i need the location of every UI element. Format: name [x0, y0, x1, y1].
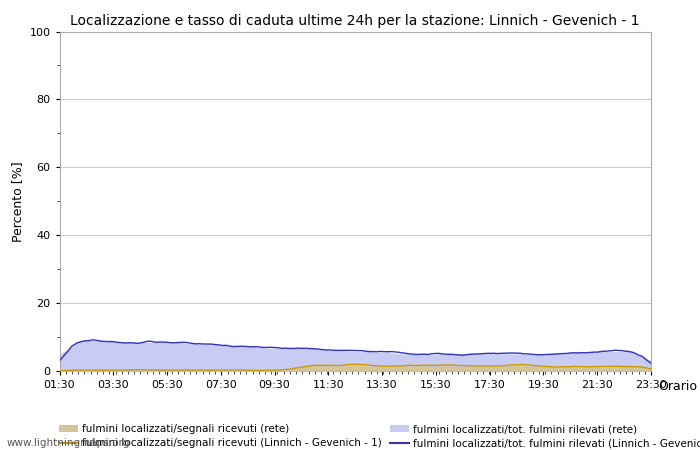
Title: Localizzazione e tasso di caduta ultime 24h per la stazione: Linnich - Gevenich : Localizzazione e tasso di caduta ultime … — [71, 14, 640, 27]
Y-axis label: Percento [%]: Percento [%] — [11, 161, 24, 242]
Text: www.lightningmaps.org: www.lightningmaps.org — [7, 438, 130, 448]
Text: Orario: Orario — [658, 380, 697, 393]
Legend: fulmini localizzati/segnali ricevuti (rete), fulmini localizzati/segnali ricevut: fulmini localizzati/segnali ricevuti (re… — [59, 424, 700, 448]
